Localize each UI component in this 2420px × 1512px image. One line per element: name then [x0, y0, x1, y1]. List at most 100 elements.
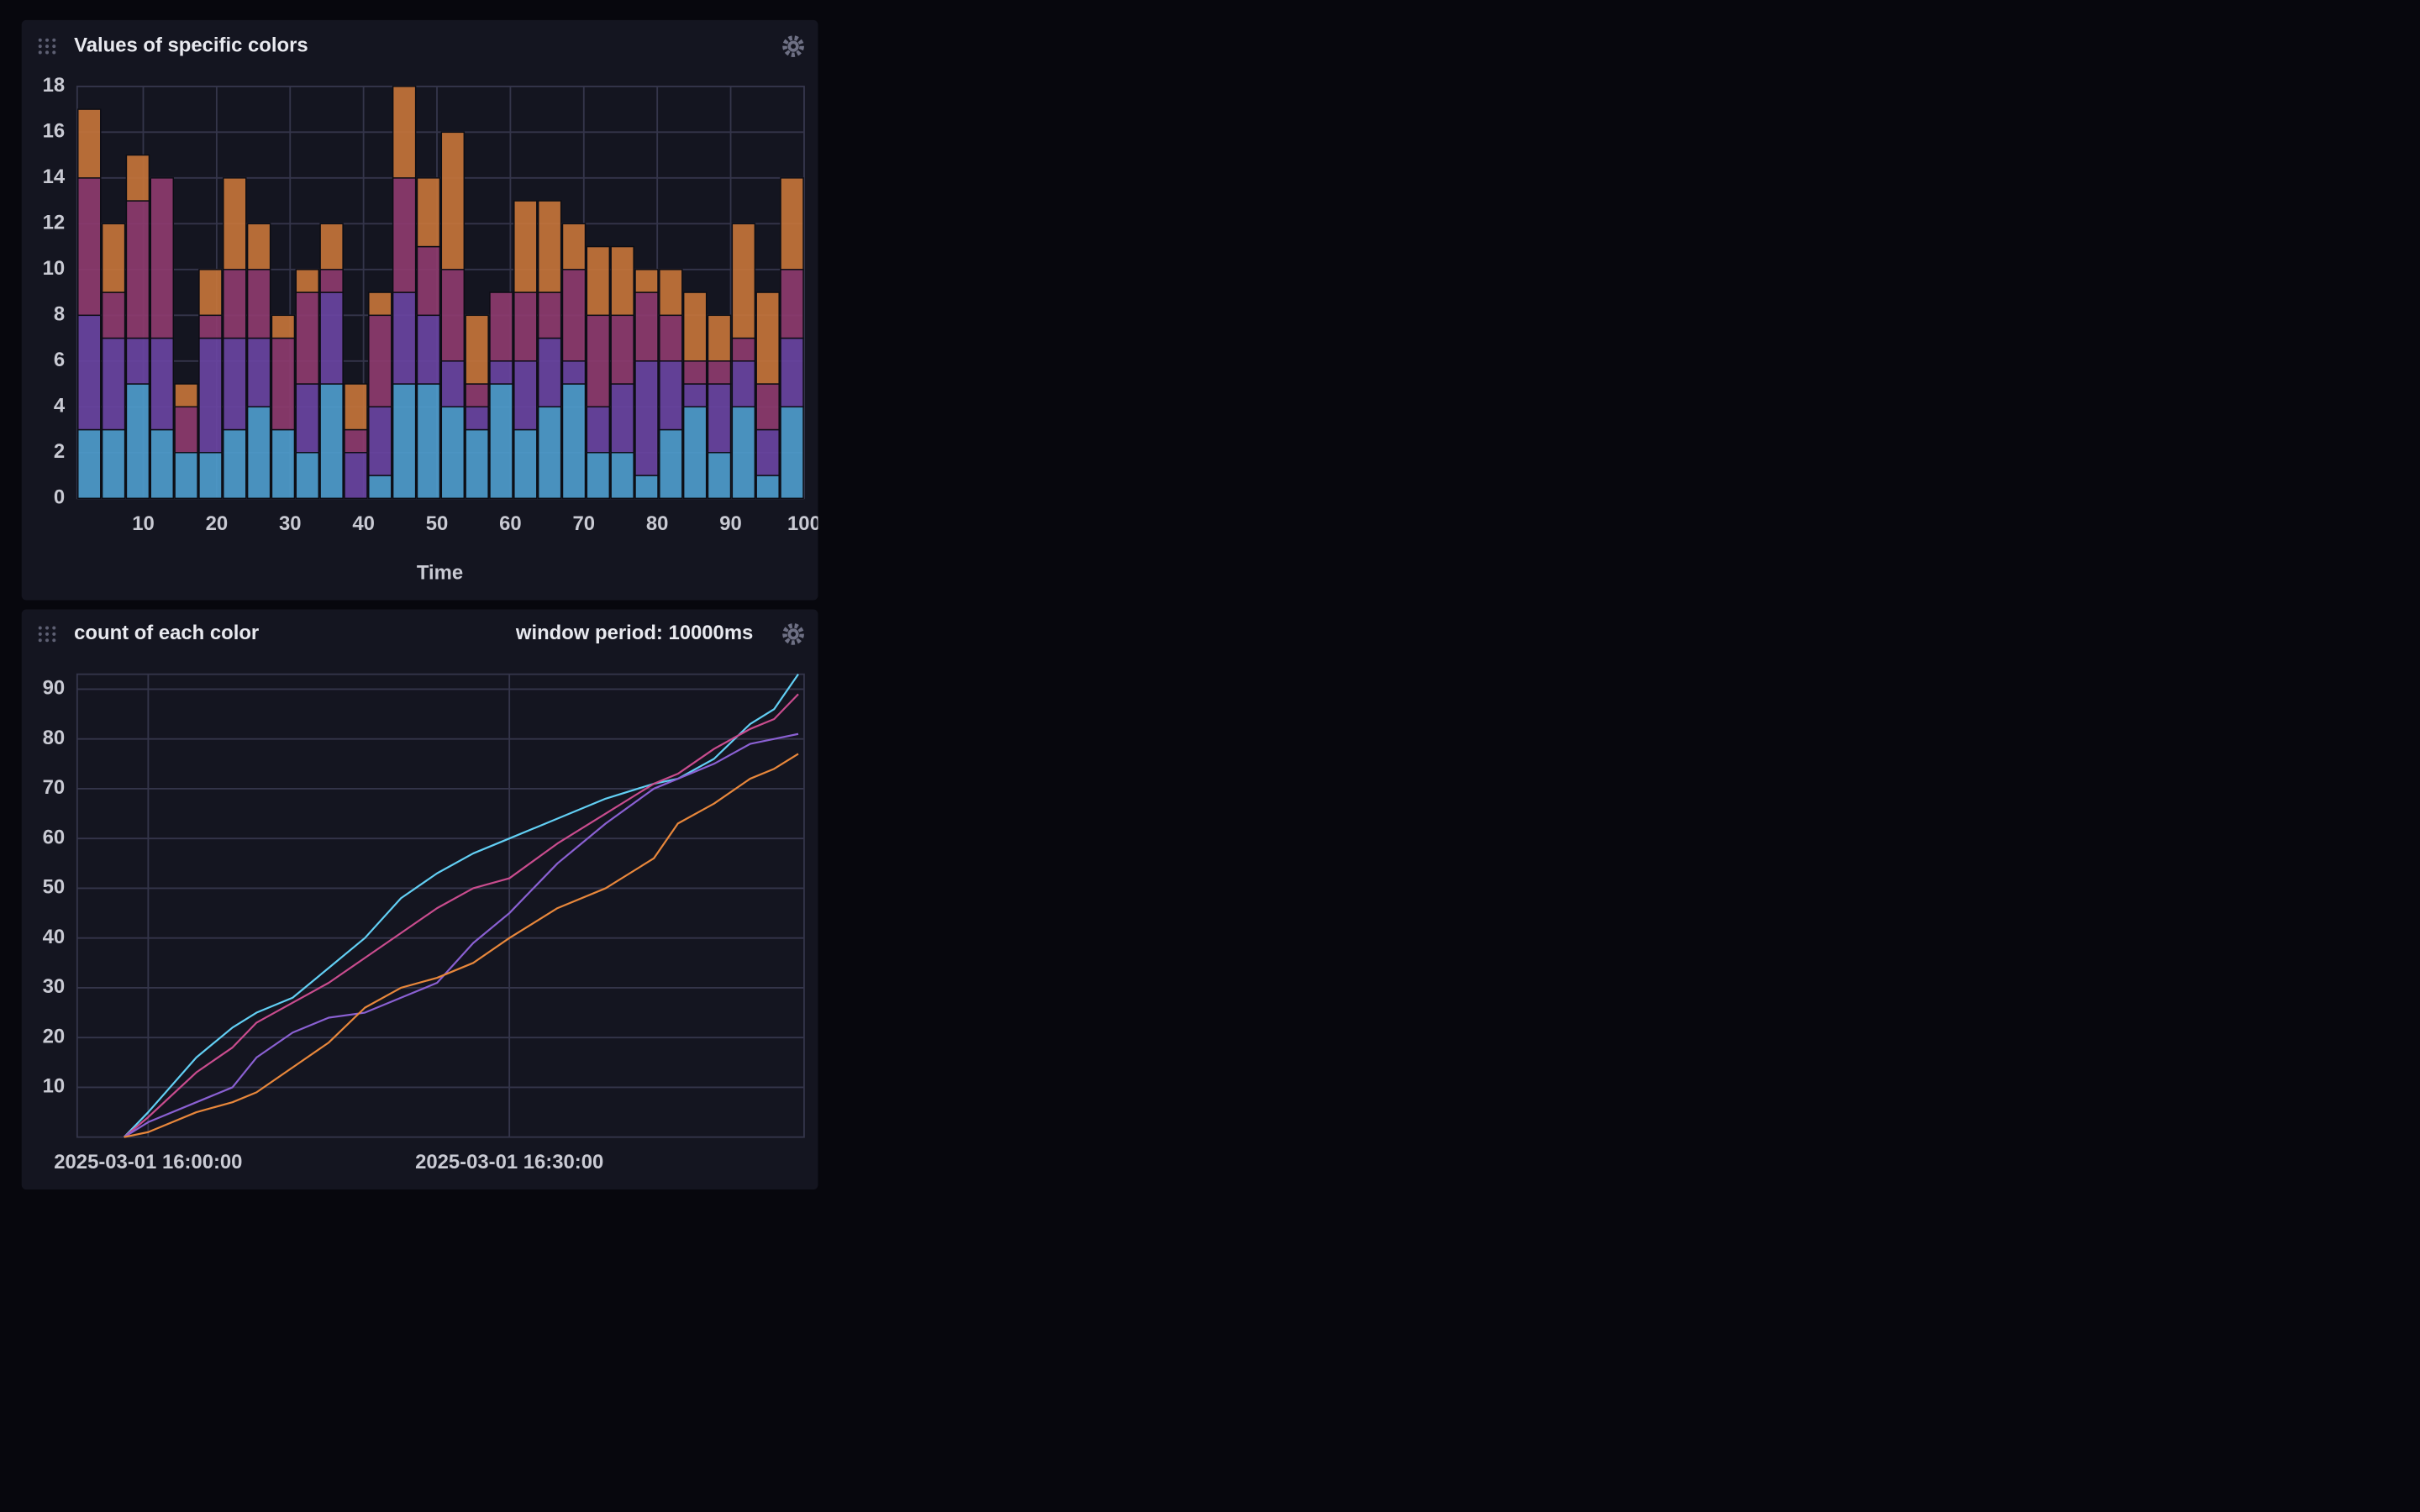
bar-segment: [659, 360, 683, 431]
bar-segment: [77, 177, 102, 317]
bar-segment: [537, 200, 562, 293]
bar-segment: [707, 314, 732, 362]
x-tick-label: 20: [206, 512, 229, 535]
bar-segment: [246, 269, 271, 339]
bar-segment: [513, 360, 538, 431]
y-tick-label: 14: [43, 165, 66, 188]
bar-segment: [465, 406, 489, 431]
histogram-chart: 0 2 4 6 8 10 12 14 16 18 10 20 30 40 50 60 70 80 90 100: [43, 74, 821, 535]
bar-segment: [634, 360, 659, 476]
x-tick-label: 90: [719, 512, 742, 535]
bar-segment: [586, 452, 611, 500]
settings-gear[interactable]: [782, 35, 804, 57]
bar-segment: [465, 428, 489, 499]
line-series: [124, 732, 799, 1138]
x-tick-label: 2025-03-01 16:30:00: [415, 1151, 603, 1173]
bar-segment: [731, 406, 756, 499]
bar-segment: [513, 291, 538, 362]
y-tick-label: 90: [43, 677, 66, 700]
bar-segment: [416, 177, 441, 248]
bar-segment: [77, 428, 102, 499]
bar-segment: [174, 383, 198, 408]
bar-segment: [223, 269, 247, 339]
bar-segment: [513, 428, 538, 499]
settings-gear[interactable]: [782, 623, 804, 645]
bar-segment: [271, 337, 296, 431]
bar-segment: [537, 406, 562, 499]
y-tick-label: 8: [54, 303, 65, 326]
bar-segment: [223, 428, 247, 499]
line-series: [124, 693, 799, 1138]
bar-segment: [125, 200, 150, 339]
bar-segment: [174, 406, 198, 454]
bar-segment: [780, 406, 804, 499]
bar-segment: [537, 291, 562, 339]
y-tick-label: 6: [54, 349, 65, 371]
y-tick-label: 10: [43, 1075, 66, 1098]
bar-segment: [513, 200, 538, 293]
bar-segment: [561, 269, 587, 362]
bar-segment: [586, 406, 611, 454]
bar-segment: [755, 475, 780, 499]
bar-segment: [634, 291, 659, 362]
bar-segment: [271, 314, 296, 339]
bar-segment: [586, 314, 611, 408]
y-tick-label: 2: [54, 440, 65, 463]
bar-segment: [707, 360, 732, 385]
bar-segment: [416, 314, 441, 385]
bar-segment: [295, 291, 320, 385]
x-tick-label: 80: [646, 512, 669, 535]
bar-segment: [610, 383, 634, 454]
bar-segment: [198, 337, 223, 454]
bar-segment: [368, 291, 392, 317]
bar-segment: [731, 337, 756, 362]
bar-segment: [150, 177, 174, 339]
x-tick-label: 30: [279, 512, 302, 535]
bar-segment: [125, 383, 150, 499]
bar-segment: [246, 337, 271, 408]
bar-segment: [368, 314, 392, 408]
x-tick-label: 60: [499, 512, 522, 535]
y-tick-label: 12: [43, 212, 66, 234]
window-period: window period: 10000ms: [515, 622, 753, 644]
bar-segment: [416, 245, 441, 317]
bar-segment: [368, 475, 392, 499]
bar-segment: [246, 223, 271, 270]
bar-segment: [392, 383, 417, 499]
x-tick-label: 100: [787, 512, 821, 535]
x-tick-label: 50: [426, 512, 449, 535]
bar-segment: [755, 428, 780, 476]
bar-segment: [295, 383, 320, 454]
panel: count of each color window period: 10000…: [21, 609, 818, 1190]
bar-segment: [295, 269, 320, 293]
bar-segment: [198, 314, 223, 339]
y-tick-label: 16: [43, 120, 66, 143]
bar-segment: [682, 383, 708, 408]
bar-segment: [319, 291, 344, 385]
bar-segment: [101, 428, 126, 499]
bar-segment: [755, 291, 780, 385]
bar-segment: [489, 383, 513, 499]
bar-segment: [780, 337, 804, 408]
bar-segment: [489, 360, 513, 385]
drag-handle[interactable]: [38, 38, 56, 55]
y-tick-label: 80: [43, 727, 66, 749]
panel-title: Values of specific colors: [74, 34, 308, 56]
bar-segment: [707, 452, 732, 500]
bar-segment: [319, 269, 344, 293]
bar-segment: [610, 245, 634, 317]
bar-segment: [440, 131, 466, 270]
bar-segment: [440, 406, 466, 499]
bar-segment: [610, 452, 634, 500]
line-series: [123, 674, 799, 1138]
bar-segment: [344, 452, 368, 500]
y-tick-label: 60: [43, 826, 66, 848]
bar-segment: [198, 452, 223, 500]
y-tick-label: 10: [43, 257, 66, 280]
drag-handle[interactable]: [38, 626, 56, 643]
bar-segment: [101, 337, 126, 431]
x-tick-label: 10: [132, 512, 155, 535]
bar-segment: [561, 360, 587, 385]
bar-segment: [440, 360, 466, 408]
bar-segment: [755, 383, 780, 431]
